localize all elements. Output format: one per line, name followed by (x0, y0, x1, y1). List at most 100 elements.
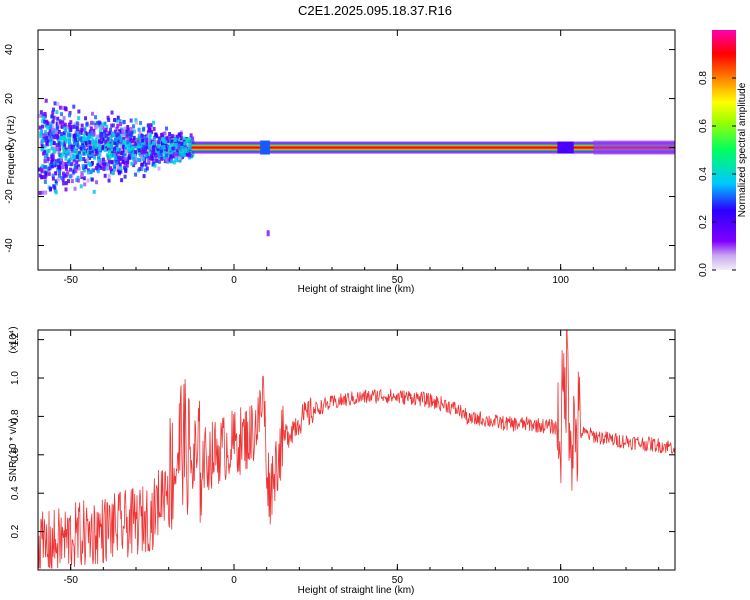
heatmap-cell (162, 150, 166, 155)
heatmap-cell (45, 153, 49, 158)
heatmap-cell (100, 131, 104, 136)
heatmap-cell (174, 142, 178, 147)
heatmap-cell (74, 155, 78, 160)
heatmap-cell (91, 138, 95, 143)
heatmap-cell (118, 135, 122, 140)
heatmap-cell (39, 141, 43, 146)
heatmap-cell (64, 164, 68, 169)
heatmap-cell (125, 129, 129, 134)
heatmap-cell (60, 112, 64, 117)
heatmap-cell (107, 149, 111, 154)
spectrogram-y-axis-label: Frequency (Hz) (6, 116, 17, 185)
heatmap-cell (82, 151, 86, 156)
heatmap-cell (90, 152, 94, 157)
heatmap-cell (52, 134, 56, 139)
heatmap-cell (52, 161, 56, 166)
snr-plot-area (38, 330, 675, 570)
heatmap-cell (129, 118, 133, 123)
heatmap-cell (99, 135, 103, 140)
heatmap-cell (137, 148, 141, 153)
heatmap-cell (104, 166, 108, 171)
heatmap-cell (119, 144, 123, 149)
heatmap-cell (116, 147, 120, 152)
heatmap-cell (50, 154, 54, 159)
heatmap-cell (141, 162, 145, 167)
heatmap-cell (124, 167, 128, 172)
heatmap-cell (123, 174, 127, 179)
heatmap-cell (44, 165, 48, 170)
heatmap-cell (90, 177, 94, 182)
heatmap-cell (47, 148, 51, 153)
heatmap-cell (87, 133, 91, 138)
heatmap-cell (64, 139, 68, 144)
heatmap-cell (39, 134, 43, 139)
x-tick-label: -50 (63, 275, 78, 286)
heatmap-cell (70, 173, 74, 178)
heatmap-cell (85, 150, 89, 155)
heatmap-cell (84, 116, 88, 121)
heatmap-cell (109, 136, 113, 141)
y-tick-label: -20 (4, 189, 15, 204)
heatmap-cell (154, 148, 158, 153)
heatmap-cell (142, 126, 146, 131)
band-core (191, 146, 675, 149)
heatmap-cell (40, 113, 44, 118)
heatmap-cell (75, 150, 79, 155)
heatmap-cell (50, 164, 54, 169)
heatmap-cell (62, 131, 66, 136)
heatmap-cell (145, 134, 149, 139)
heatmap-cell (152, 147, 156, 152)
heatmap-cell (38, 167, 42, 172)
heatmap-cell (139, 120, 143, 125)
heatmap-cell (79, 184, 83, 189)
heatmap-cell (145, 137, 149, 142)
heatmap-cell (172, 136, 176, 141)
spectrogram-y-ticks: 40 20 0 -20 -40 (4, 44, 675, 253)
colorbar-label: Normalized spectral amplitude (737, 82, 748, 217)
y-tick-label: 1.2 (10, 332, 21, 346)
heatmap-cell (168, 146, 172, 151)
heatmap-cell (62, 116, 66, 121)
heatmap-cell (54, 159, 58, 164)
heatmap-cell (72, 124, 76, 129)
heatmap-cell (126, 136, 130, 141)
heatmap-cell (77, 129, 81, 134)
heatmap-cell (80, 174, 84, 179)
heatmap-cell (55, 110, 59, 115)
spectrogram-panel: -50 0 50 100 40 20 0 -20 -40 Height of straight… (4, 29, 676, 295)
heatmap-cell (58, 105, 62, 110)
heatmap-cell (84, 159, 88, 164)
heatmap-cell (84, 138, 88, 143)
heatmap-cell (101, 122, 105, 127)
heatmap-cell (67, 179, 71, 184)
heatmap-cell (58, 135, 62, 140)
heatmap-cell (122, 132, 126, 137)
heatmap-cell (132, 129, 136, 134)
heatmap-cell (58, 153, 62, 158)
heatmap-cell (140, 140, 144, 145)
heatmap-cell (150, 139, 154, 144)
heatmap-cell (75, 131, 79, 136)
heatmap-cell (95, 124, 99, 129)
heatmap-cell (80, 128, 84, 133)
heatmap-cell (72, 104, 76, 109)
heatmap-cell (76, 178, 80, 183)
heatmap-cell (51, 125, 55, 130)
heatmap-cell (64, 156, 68, 161)
heatmap-cell (189, 133, 193, 138)
heatmap-cell (184, 146, 188, 151)
heatmap-cell (107, 178, 111, 183)
heatmap-cell (85, 143, 89, 148)
heatmap-cell (141, 156, 145, 161)
heatmap-cell (134, 141, 138, 146)
heatmap-cell (98, 123, 102, 128)
heatmap-cell (68, 138, 72, 143)
heatmap-cell (123, 165, 127, 170)
heatmap-cell (126, 125, 130, 130)
heatmap-cell (90, 161, 94, 166)
heatmap-cell (115, 118, 119, 123)
heatmap-cell (73, 141, 77, 146)
heatmap-cell (51, 173, 55, 178)
heatmap-cell (43, 174, 47, 179)
heatmap-cell (115, 161, 119, 166)
